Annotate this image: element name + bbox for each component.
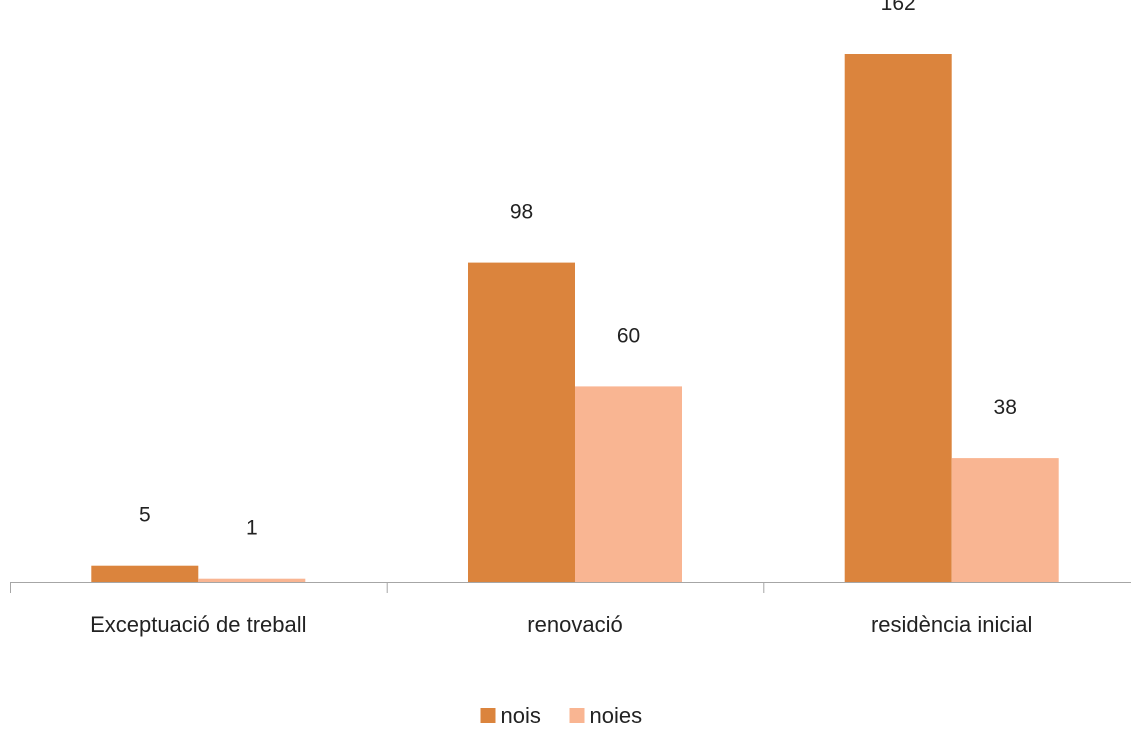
data-label-nois-residencia-inicial: 162 bbox=[881, 0, 916, 15]
data-label-nois-exceptuacio-de-treball: 5 bbox=[139, 504, 151, 527]
bar-nois-exceptuacio-de-treball bbox=[91, 565, 199, 582]
data-label-noies-residencia-inicial: 38 bbox=[994, 396, 1017, 419]
bar-noies-residencia-inicial bbox=[951, 458, 1059, 582]
legend: nois noies bbox=[480, 703, 643, 728]
legend-swatch-noies bbox=[569, 708, 585, 723]
legend-swatch-nois bbox=[480, 708, 496, 723]
bar-noies-renovacio bbox=[575, 386, 682, 582]
bars-group bbox=[91, 54, 1059, 582]
bar-nois-residencia-inicial bbox=[844, 54, 952, 582]
x-axis: Exceptuació de treball renovació residènci… bbox=[10, 582, 1131, 637]
x-tick-label-renovacio: renovació bbox=[527, 612, 622, 637]
bar-nois-renovacio bbox=[468, 262, 575, 582]
x-tick-label-exceptuacio-de-treball: Exceptuació de treball bbox=[90, 612, 306, 637]
x-tick-label-residencia-inicial: residència inicial bbox=[871, 612, 1032, 637]
data-labels-group: 5 1 98 60 162 38 bbox=[139, 0, 1017, 540]
data-label-noies-exceptuacio-de-treball: 1 bbox=[246, 517, 258, 540]
legend-label-nois: nois bbox=[501, 703, 541, 728]
legend-label-noies: noies bbox=[590, 703, 643, 728]
data-label-noies-renovacio: 60 bbox=[617, 324, 640, 347]
bar-noies-exceptuacio-de-treball bbox=[198, 578, 306, 582]
data-label-nois-renovacio: 98 bbox=[510, 201, 533, 224]
